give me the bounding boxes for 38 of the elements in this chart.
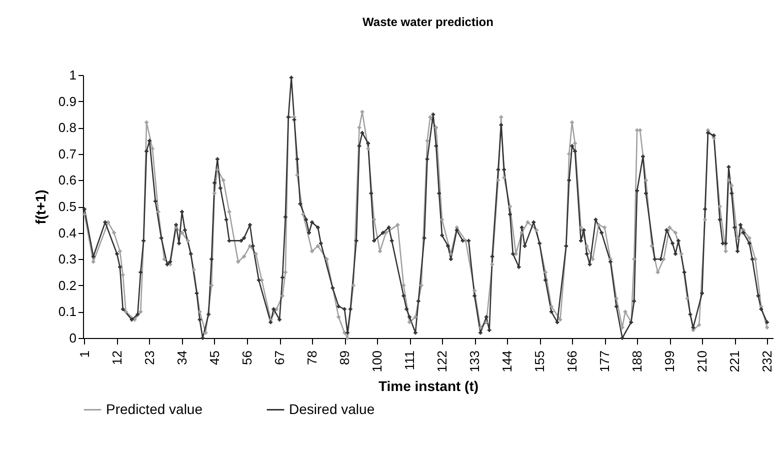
x-tick-label: 166 [564, 350, 580, 372]
y-tick-label: 0 [69, 330, 76, 346]
y-axis-title: f(t+1) [32, 190, 48, 224]
x-tick-label: 144 [500, 350, 515, 372]
y-tick-label: 1 [69, 68, 76, 82]
chart-title: Waste water prediction [362, 15, 494, 29]
y-tick-label: 0.4 [58, 225, 76, 240]
y-tick-label: 0.8 [58, 120, 76, 136]
x-tick-label: 133 [467, 350, 482, 372]
x-tick-label: 122 [434, 350, 450, 372]
x-tick-label: 56 [240, 350, 255, 365]
x-tick-label: 34 [174, 350, 190, 365]
x-tick-label: 188 [630, 350, 645, 372]
x-tick-label: 177 [597, 350, 612, 372]
x-tick-label: 45 [207, 350, 222, 365]
x-tick-label: 232 [760, 350, 775, 372]
x-tick-label: 89 [337, 350, 352, 365]
x-tick-label: 199 [662, 350, 678, 372]
y-tick-label: 0.1 [58, 304, 76, 320]
legend-label: Predicted value [106, 400, 203, 417]
y-tick-label: 0.2 [58, 278, 76, 293]
x-tick-label: 111 [402, 350, 418, 370]
y-tick-label: 0.9 [58, 94, 76, 109]
x-tick-label: 23 [142, 350, 157, 365]
x-tick-label: 221 [727, 350, 742, 372]
x-tick-label: 100 [370, 350, 385, 372]
x-tick-label: 210 [694, 350, 710, 372]
y-tick-label: 0.6 [58, 172, 76, 188]
x-tick-label: 67 [272, 350, 288, 365]
y-tick-label: 0.7 [58, 146, 76, 162]
x-axis-title: Time instant (t) [378, 378, 479, 394]
legend-label: Desired value [289, 400, 375, 417]
y-tick-label: 0.5 [58, 199, 76, 214]
y-tick-label: 0.3 [58, 252, 76, 267]
x-tick-label: 1 [76, 350, 92, 358]
x-tick-label: 12 [109, 350, 124, 365]
x-tick-label: 78 [304, 350, 320, 365]
x-tick-label: 155 [532, 350, 548, 372]
